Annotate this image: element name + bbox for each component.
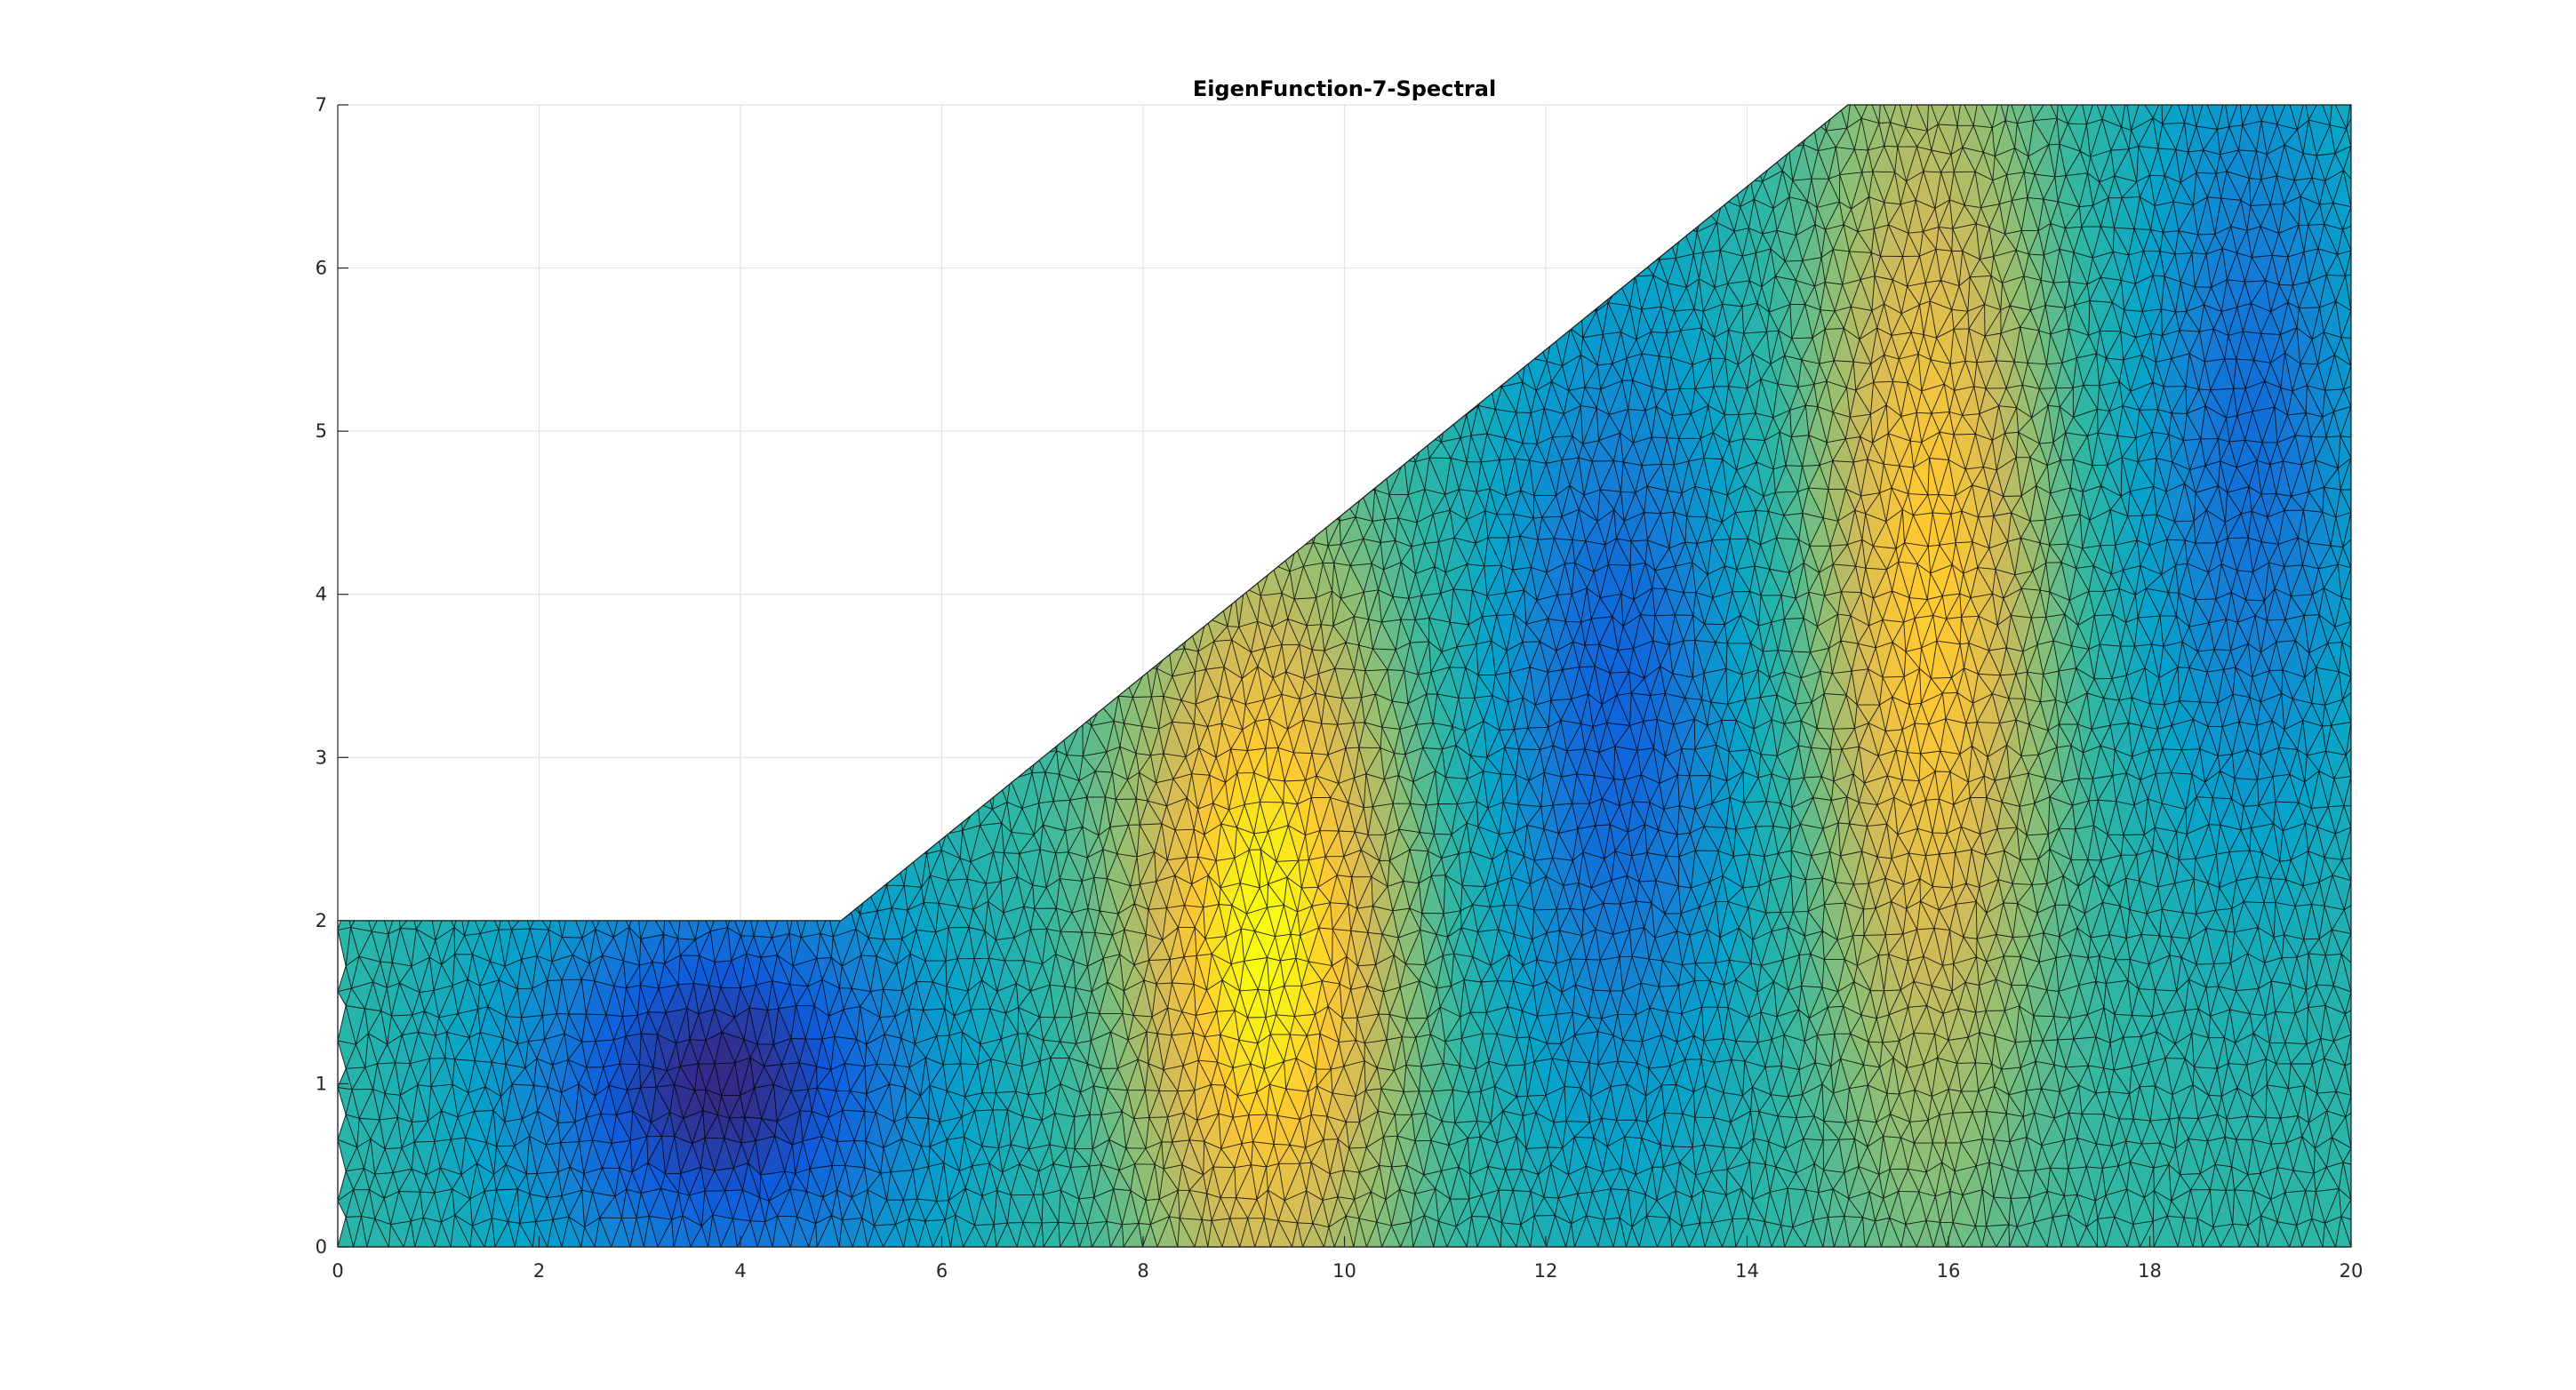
x-tick-label: 4 bbox=[734, 1260, 746, 1282]
x-tick-label: 8 bbox=[1137, 1260, 1148, 1282]
y-tick-label: 7 bbox=[316, 94, 327, 116]
x-tick-label: 16 bbox=[1937, 1260, 1961, 1282]
x-tick-label: 6 bbox=[936, 1260, 948, 1282]
x-tick-label: 0 bbox=[332, 1260, 343, 1282]
y-tick-label: 2 bbox=[316, 910, 327, 931]
x-tick-label: 20 bbox=[2340, 1260, 2364, 1282]
x-tick-label: 12 bbox=[1534, 1260, 1558, 1282]
chart-title: EigenFunction-7-Spectral bbox=[1193, 76, 1496, 101]
y-tick-label: 6 bbox=[316, 258, 327, 279]
y-tick-label: 5 bbox=[316, 420, 327, 442]
y-tick-label: 4 bbox=[316, 584, 327, 605]
y-tick-label: 1 bbox=[316, 1073, 327, 1094]
x-tick-label: 14 bbox=[1735, 1260, 1759, 1282]
x-tick-label: 18 bbox=[2138, 1260, 2162, 1282]
x-tick-label: 2 bbox=[533, 1260, 545, 1282]
y-tick-label: 0 bbox=[316, 1236, 327, 1258]
y-tick-label: 3 bbox=[316, 747, 327, 768]
x-tick-label: 10 bbox=[1332, 1260, 1356, 1282]
